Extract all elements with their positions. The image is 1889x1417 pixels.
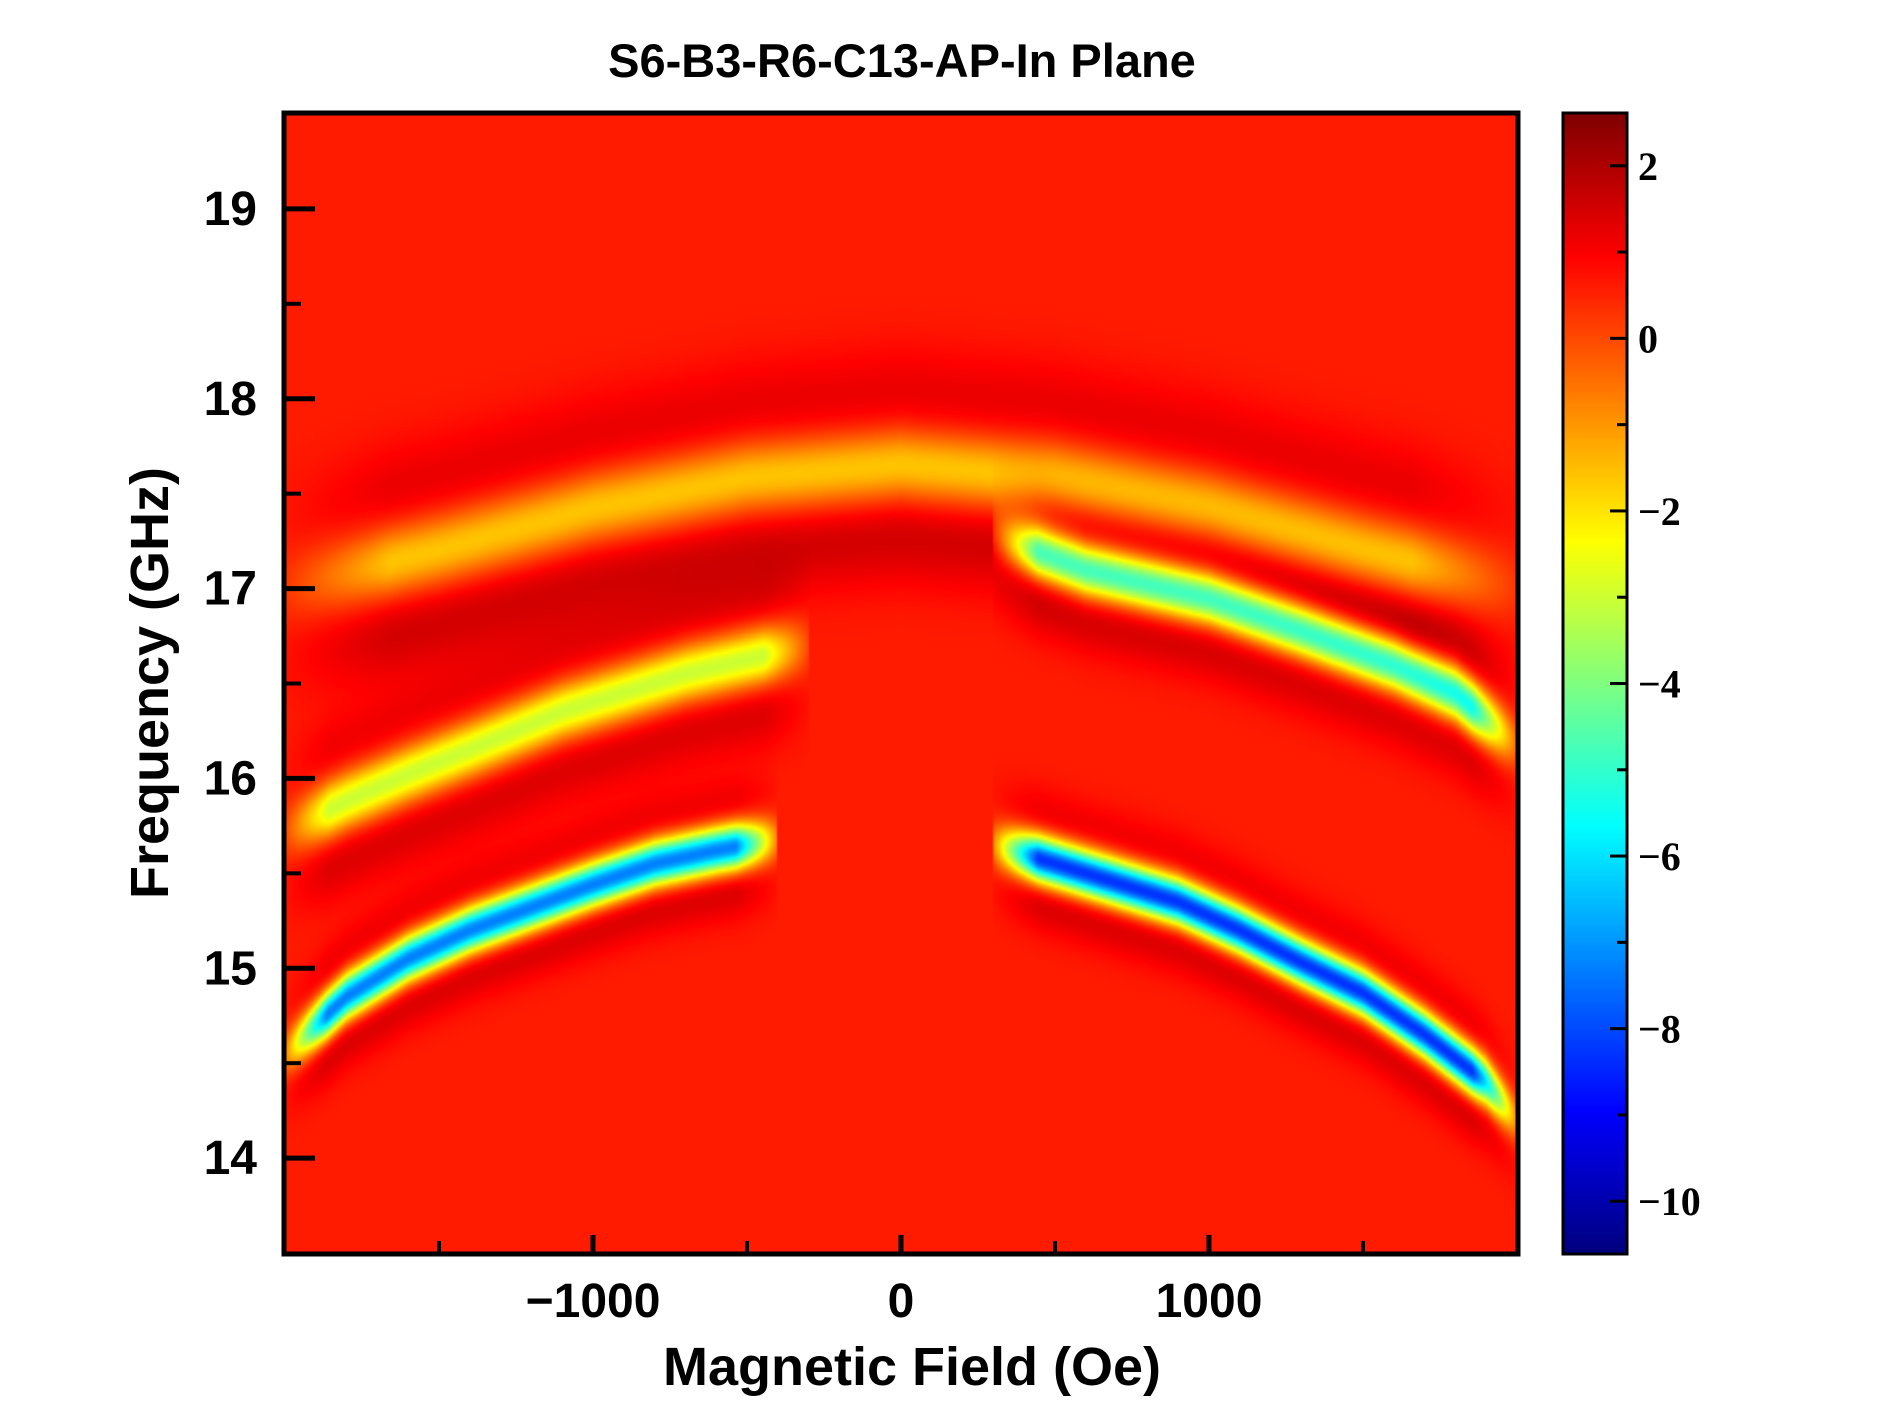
y-tick-label: 16	[204, 752, 257, 805]
colorbar-tick-label: −6	[1638, 834, 1681, 879]
y-axis: 14 15 16 17 18 19	[204, 183, 315, 1185]
y-axis-label: Frequency (GHz)	[120, 467, 180, 899]
y-tick-label: 14	[204, 1132, 258, 1185]
colorbar-tick-label: −10	[1638, 1179, 1701, 1224]
x-tick-label: 0	[888, 1275, 915, 1328]
x-tick-label: 1000	[1156, 1275, 1263, 1328]
colorbar-tick-label: 2	[1638, 144, 1658, 189]
heatmap-plot-area	[285, 114, 1517, 1253]
chart-title: S6-B3-R6-C13-AP-In Plane	[608, 34, 1196, 87]
x-axis-label: Magnetic Field (Oe)	[663, 1337, 1161, 1397]
y-tick-label: 18	[204, 373, 257, 426]
y-tick-label: 17	[204, 563, 257, 616]
colorbar-tick-label: −4	[1638, 662, 1681, 707]
x-tick-label: −1000	[526, 1275, 661, 1328]
x-axis: −1000 0 1000	[437, 1235, 1365, 1328]
heatmap-canvas	[285, 114, 1517, 1253]
colorbar-tick-label: −8	[1638, 1007, 1681, 1052]
colorbar-frame	[1561, 111, 1629, 1256]
colorbar-tick-label: −2	[1638, 489, 1681, 534]
y-tick-label: 19	[204, 183, 257, 236]
plot-frame	[281, 110, 1521, 1257]
colorbar-tick-label: 0	[1638, 316, 1658, 361]
y-tick-label: 15	[204, 942, 257, 995]
colorbar-axis: 2 0 −2 −4 −6 −8 −10	[1610, 144, 1701, 1224]
